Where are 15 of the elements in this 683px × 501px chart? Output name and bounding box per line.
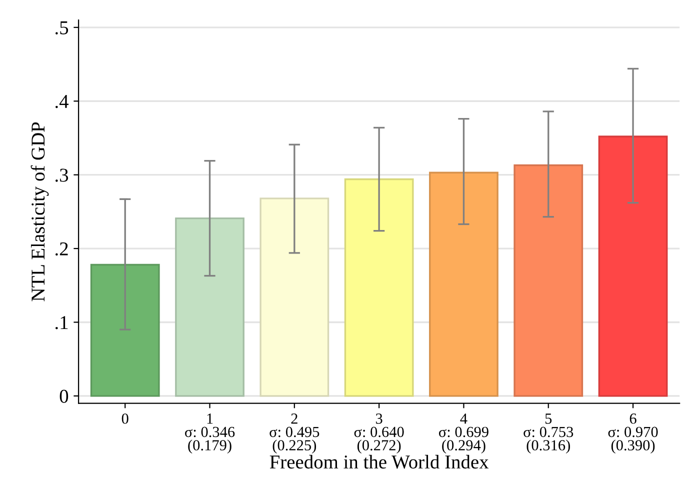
- x-tick-label: 6 σ: 0.970 (0.390): [608, 414, 658, 454]
- x-tick-label: 0: [122, 413, 128, 424]
- x-tick-label: 5 σ: 0.753 (0.316): [524, 414, 574, 454]
- y-tick-label: .4: [56, 95, 69, 108]
- x-tick-label: 4 σ: 0.699 (0.294): [438, 414, 488, 454]
- x-tick-label: 1 σ: 0.346 (0.179): [185, 414, 235, 454]
- x-tick-label: 2 σ: 0.495 (0.225): [270, 414, 320, 454]
- y-tick-label: .5: [56, 21, 68, 34]
- x-tick-label: 3 σ: 0.640 (0.272): [354, 414, 404, 454]
- y-tick-label: 0: [60, 390, 68, 403]
- y-tick-label: .2: [56, 242, 68, 256]
- y-axis-title: NTL Elasticity of GDP: [30, 122, 49, 302]
- y-tick-label: .3: [56, 168, 68, 182]
- y-tick-label: .1: [56, 316, 68, 330]
- x-axis-title: Freedom in the World Index: [270, 454, 489, 469]
